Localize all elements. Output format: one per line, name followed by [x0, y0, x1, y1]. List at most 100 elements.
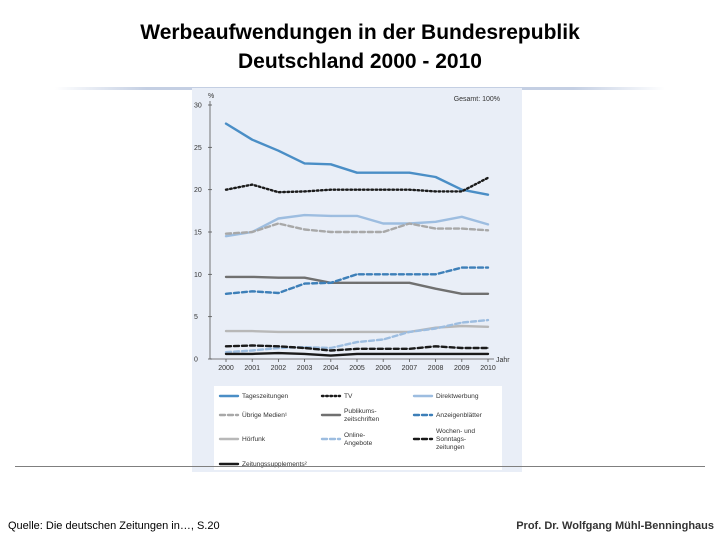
data-point — [303, 162, 306, 165]
data-point — [434, 176, 437, 178]
legend-item-6: Hörfunk — [218, 436, 266, 443]
data-point — [251, 353, 254, 355]
data-point — [225, 292, 227, 295]
data-point — [460, 347, 463, 349]
data-point — [303, 214, 306, 216]
y-tick-label: 5 — [194, 314, 198, 321]
data-point — [487, 325, 489, 328]
data-point — [329, 215, 332, 217]
data-point — [487, 347, 489, 349]
data-point — [382, 281, 385, 284]
data-point — [460, 325, 463, 327]
legend-item-2: Direktwerbung — [412, 393, 479, 400]
data-point — [277, 352, 280, 354]
slide-title-line-1: Werbeaufwendungen in der Bundesrepublik — [140, 21, 580, 44]
legend-item-5: Anzeigenblätter — [412, 412, 483, 419]
data-point — [329, 349, 332, 352]
data-point — [434, 353, 437, 355]
legend-box — [214, 386, 502, 470]
data-point — [356, 353, 358, 355]
data-point — [303, 347, 306, 349]
data-point — [487, 223, 489, 226]
data-point — [487, 193, 489, 196]
data-point — [303, 282, 306, 285]
data-point — [460, 292, 463, 295]
data-point — [487, 266, 489, 269]
x-tick-label: 2007 — [402, 365, 418, 372]
data-point — [356, 347, 358, 350]
y-tick-label: 0 — [194, 357, 198, 364]
data-point — [356, 215, 358, 217]
x-tick-label: 2002 — [271, 365, 287, 372]
data-point — [460, 215, 463, 218]
data-point — [251, 330, 254, 332]
data-point — [277, 222, 280, 225]
x-tick-label: 2006 — [375, 365, 391, 372]
x-tick-label: 2000 — [218, 365, 234, 372]
data-point — [408, 331, 411, 333]
legend-item-9: Zeitungssupplements² — [218, 461, 308, 468]
data-point — [225, 188, 227, 191]
data-point — [434, 345, 437, 348]
data-point — [487, 319, 489, 321]
x-tick-label: 2005 — [349, 365, 365, 372]
data-point — [329, 188, 332, 191]
data-point — [382, 171, 385, 174]
data-point — [251, 349, 254, 352]
data-point — [225, 330, 227, 332]
data-point — [303, 228, 306, 231]
legend-label: Wochen- und — [436, 428, 475, 435]
data-point — [251, 290, 254, 293]
data-point — [408, 353, 411, 355]
line-chart: 0 5 10 15 20 25 30% 2000 2001 2002 2003 2004 2005 200… — [194, 93, 510, 470]
y-axis-label: % — [208, 93, 214, 100]
data-point — [251, 231, 254, 233]
data-point — [225, 351, 227, 354]
data-point — [329, 281, 332, 284]
data-point — [460, 266, 463, 269]
legend-label: Online- — [344, 432, 365, 439]
legend-label: TV — [344, 393, 353, 400]
data-point — [303, 353, 306, 355]
legend-item-0: Tageszeitungen — [218, 393, 289, 400]
legend-label: Tageszeitungen — [242, 393, 289, 400]
data-point — [408, 222, 411, 225]
data-point — [251, 275, 254, 278]
data-point — [408, 281, 411, 284]
y-tick-label: 30 — [194, 103, 202, 110]
data-point — [434, 227, 437, 230]
data-point — [329, 331, 332, 333]
data-point — [277, 149, 280, 152]
y-tick-label: 25 — [194, 145, 202, 152]
legend-label: Sonntags- — [436, 436, 466, 443]
legend-label: Direktwerbung — [436, 393, 479, 400]
data-point — [251, 138, 254, 141]
data-point — [460, 353, 463, 355]
x-tick-label: 2010 — [480, 365, 496, 372]
data-point — [277, 276, 280, 279]
data-point — [460, 227, 463, 230]
data-point — [225, 345, 227, 348]
data-point — [225, 122, 227, 125]
data-point — [382, 188, 385, 191]
data-point — [460, 321, 463, 324]
data-point — [356, 171, 358, 174]
series-line-0: Tageszeitungen — [224, 122, 490, 196]
data-point — [277, 292, 280, 294]
legend-label: Übrige Medien¹ — [242, 411, 288, 419]
data-point — [356, 273, 358, 276]
data-point — [460, 188, 463, 191]
data-point — [382, 273, 385, 276]
footer-divider — [15, 466, 705, 467]
author-credit: Prof. Dr. Wolfgang Mühl-Benninghaus — [516, 520, 714, 532]
slide-title: Werbeaufwendungen in der Bundesrepublik … — [0, 18, 720, 76]
legend-label: Publikums- — [344, 408, 377, 415]
x-tick-label: 2008 — [428, 365, 444, 372]
data-point — [356, 281, 358, 284]
legend-label: Angebote — [344, 440, 373, 447]
data-point — [329, 163, 332, 166]
data-point — [382, 347, 385, 350]
data-point — [225, 275, 227, 278]
data-point — [356, 188, 358, 191]
data-point — [434, 273, 437, 276]
